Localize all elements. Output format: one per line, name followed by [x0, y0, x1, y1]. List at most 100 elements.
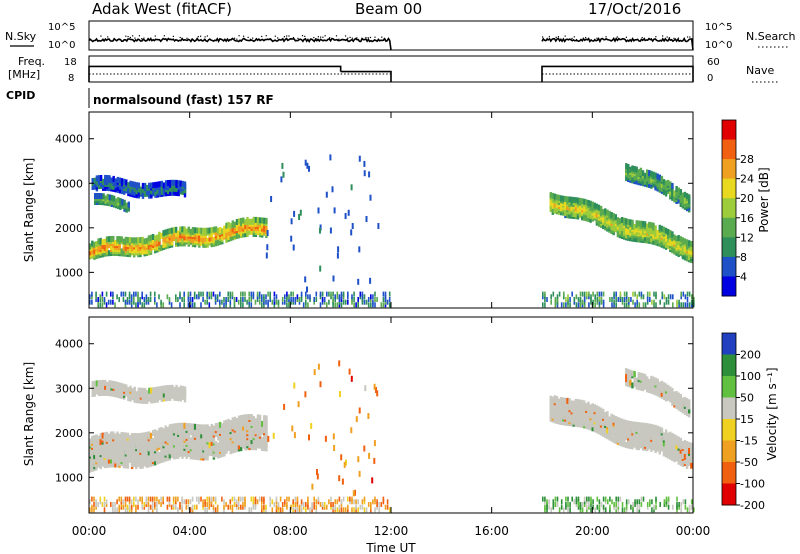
noise-search-point — [118, 38, 120, 40]
heatmap-cell — [616, 428, 620, 435]
heatmap-cell — [591, 201, 594, 208]
heatmap-cell — [204, 499, 206, 505]
heatmap-cell — [690, 294, 693, 300]
heatmap-cell — [332, 433, 335, 440]
heatmap-cell — [225, 299, 227, 305]
heatmap-cell — [131, 392, 134, 399]
heatmap-cell — [572, 197, 575, 203]
heatmap-cell — [294, 504, 297, 510]
heatmap-cell — [206, 454, 209, 461]
heatmap-cell — [103, 507, 106, 513]
heatmap-cell — [89, 456, 92, 463]
heatmap-cell — [652, 376, 655, 383]
heatmap-cell — [296, 507, 299, 513]
heatmap-cell — [581, 302, 584, 308]
heatmap-cell — [177, 387, 180, 394]
heatmap-cell — [122, 291, 125, 297]
heatmap-cell — [212, 437, 216, 444]
heatmap-cell — [179, 240, 182, 247]
heatmap-cell — [93, 461, 96, 468]
x-tick-label: 12:00 — [374, 524, 409, 538]
heatmap-cell — [680, 291, 682, 297]
noise-search-point — [650, 38, 652, 40]
heatmap-cell — [258, 291, 261, 297]
heatmap-cell — [565, 502, 567, 507]
noise-search-point — [655, 36, 657, 38]
heatmap-cell — [671, 387, 674, 394]
heatmap-cell — [293, 210, 296, 217]
heatmap-cell — [223, 499, 225, 505]
cpid-panel: CPID normalsound (fast) 157 RF — [6, 88, 274, 108]
heatmap-cell — [328, 299, 330, 305]
heatmap-cell — [665, 499, 668, 505]
heatmap-cell — [269, 496, 271, 502]
heatmap-cell — [147, 496, 150, 502]
heatmap-cell — [604, 496, 607, 502]
heatmap-cell — [240, 297, 242, 302]
heatmap-cell — [187, 226, 190, 233]
heatmap-cell — [319, 502, 322, 507]
heatmap-cell — [342, 299, 345, 305]
heatmap-cell — [208, 227, 211, 234]
heatmap-cell — [294, 496, 297, 502]
heatmap-cell — [263, 299, 265, 305]
heatmap-cell — [563, 291, 565, 297]
heatmap-cell — [610, 212, 613, 218]
heatmap-cell — [681, 403, 685, 410]
heatmap-cell — [629, 379, 632, 386]
heatmap-cell — [177, 393, 180, 400]
heatmap-cell — [588, 504, 590, 510]
heatmap-cell — [160, 427, 163, 433]
heatmap-cell — [189, 297, 192, 302]
heatmap-cell — [623, 507, 626, 513]
heatmap-cell — [110, 380, 113, 387]
heatmap-cell — [290, 504, 292, 510]
nave-label: Nave — [746, 64, 774, 77]
heatmap-cell — [240, 504, 242, 510]
heatmap-cell — [596, 291, 599, 297]
heatmap-cell — [93, 435, 96, 442]
heatmap-cell — [252, 504, 255, 510]
heatmap-cell — [265, 294, 267, 300]
heatmap-cell — [602, 302, 605, 308]
heatmap-cell — [388, 507, 391, 513]
heatmap-cell — [193, 504, 196, 510]
heatmap-cell — [598, 507, 601, 513]
heatmap-cell — [116, 184, 120, 191]
heatmap-cell — [103, 250, 107, 257]
heatmap-cell — [675, 439, 678, 446]
heatmap-cell — [367, 502, 370, 507]
heatmap-cell — [378, 507, 380, 513]
heatmap-cell — [179, 504, 181, 510]
heatmap-cell — [261, 496, 263, 502]
heatmap-cell — [552, 504, 555, 510]
heatmap-cell — [286, 291, 288, 297]
heatmap-cell — [258, 294, 261, 300]
heatmap-cell — [573, 297, 576, 302]
heatmap-cell — [156, 430, 159, 437]
heatmap-cell — [581, 502, 584, 507]
heatmap-cell — [130, 447, 134, 453]
heatmap-cell — [242, 231, 245, 238]
heatmap-cell — [181, 226, 184, 233]
heatmap-cell — [216, 237, 220, 244]
heatmap-cell — [170, 423, 174, 430]
heatmap-cell — [187, 423, 190, 430]
heatmap-cell — [135, 443, 138, 450]
heatmap-cell — [267, 299, 269, 305]
heatmap-cell — [139, 440, 142, 447]
heatmap-cell — [154, 386, 157, 393]
heatmap-cell — [646, 502, 649, 507]
heatmap-cell — [546, 507, 548, 513]
heatmap-cell — [93, 177, 96, 184]
heatmap-cell — [681, 192, 685, 199]
heatmap-cell — [97, 238, 100, 245]
heatmap-cell — [542, 302, 544, 308]
heatmap-cell — [581, 299, 584, 305]
heatmap-cell — [627, 420, 630, 427]
heatmap-cell — [139, 444, 142, 451]
heatmap-cell — [618, 218, 622, 225]
heatmap-cell — [317, 499, 320, 505]
heatmap-cell — [349, 496, 351, 502]
heatmap-cell — [542, 496, 544, 502]
